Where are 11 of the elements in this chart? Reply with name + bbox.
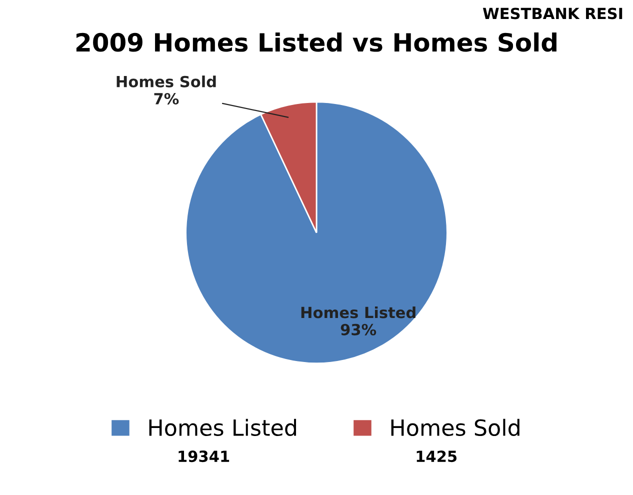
chart-title: 2009 Homes Listed vs Homes Sold	[76, 32, 556, 52]
text: 1425	[416, 450, 457, 462]
text: 19341	[178, 450, 230, 462]
pie-slice	[185, 101, 448, 364]
legend-label: Homes Listed	[149, 418, 296, 436]
slice-label: Homes Listed	[301, 306, 416, 318]
text: WESTBANK RESI	[482, 8, 622, 20]
legend-label: Homes Sold	[391, 418, 520, 436]
slice-label: Homes Sold	[116, 76, 216, 88]
data-label: 93%	[340, 324, 376, 336]
data-label: 7%	[154, 92, 179, 104]
